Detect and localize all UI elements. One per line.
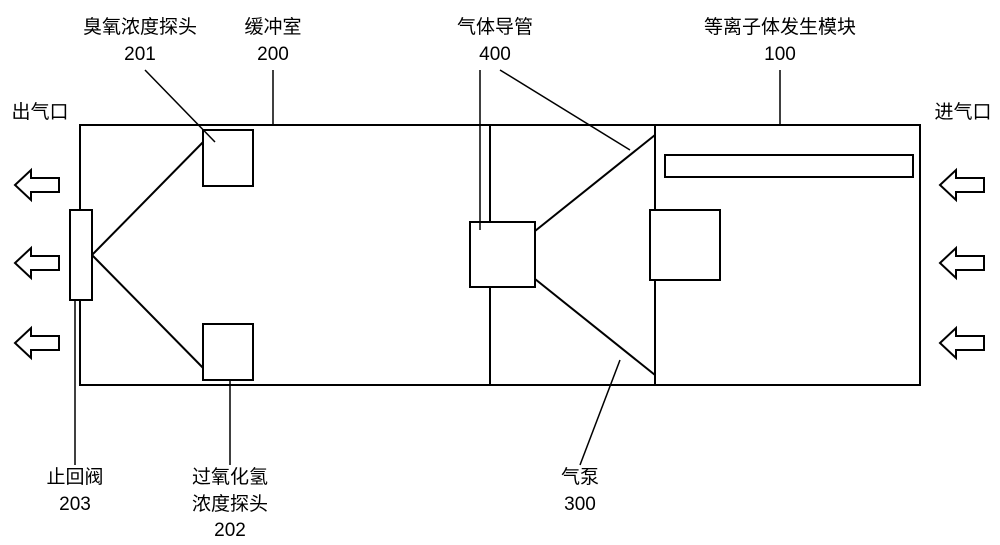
- label-plasma-module: 等离子体发生模块 100: [660, 15, 900, 68]
- label-text: 止回阀: [46, 467, 103, 488]
- label-num: 203: [35, 492, 115, 519]
- label-num: 400: [440, 42, 550, 69]
- label-num: 100: [660, 42, 900, 69]
- plasma-device-diagram: 臭氧浓度探头 201 缓冲室 200 气体导管 400 等离子体发生模块 100…: [0, 0, 1000, 545]
- pump-box: [650, 210, 720, 280]
- label-text: 等离子体发生模块: [704, 17, 856, 38]
- label-inlet: 进气口: [928, 100, 998, 127]
- leader-ozone: [145, 70, 215, 142]
- label-text: 气泵: [561, 467, 599, 488]
- plasma-bar: [665, 155, 913, 177]
- label-check-valve: 止回阀 203: [35, 465, 115, 518]
- label-num: 200: [233, 42, 313, 69]
- leader-pump: [580, 360, 620, 465]
- label-gas-conduit: 气体导管 400: [440, 15, 550, 68]
- label-text: 气体导管: [457, 17, 533, 38]
- mid-conduit-box: [470, 222, 535, 287]
- diagram-svg: [0, 0, 1000, 545]
- label-text: 缓冲室: [244, 17, 301, 38]
- label-text-2: 浓度探头: [175, 492, 285, 519]
- h2o2-probe-box: [203, 324, 253, 380]
- label-text: 出气口: [11, 102, 68, 123]
- label-num: 201: [60, 42, 220, 69]
- label-text: 进气口: [934, 102, 991, 123]
- label-air-pump: 气泵 300: [545, 465, 615, 518]
- label-outlet: 出气口: [5, 100, 75, 127]
- label-text: 过氧化氢: [192, 467, 268, 488]
- check-valve-box: [70, 210, 92, 300]
- leader-tube-2: [500, 70, 630, 150]
- label-ozone-probe: 臭氧浓度探头 201: [60, 15, 220, 68]
- label-text: 臭氧浓度探头: [83, 17, 197, 38]
- label-h2o2-probe: 过氧化氢 浓度探头 202: [175, 465, 285, 545]
- label-num: 202: [175, 518, 285, 545]
- label-num: 300: [545, 492, 615, 519]
- label-buffer-room: 缓冲室 200: [233, 15, 313, 68]
